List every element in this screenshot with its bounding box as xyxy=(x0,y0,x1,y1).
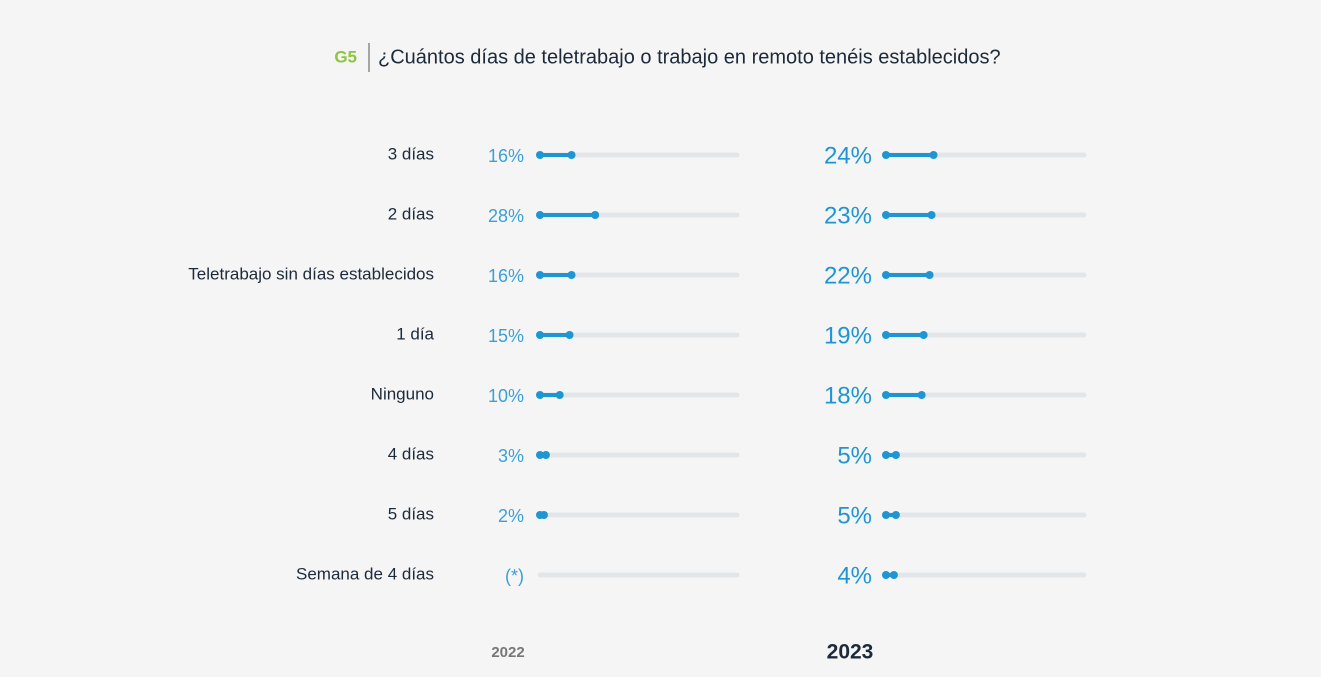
value-label: 18% xyxy=(824,382,872,409)
value-label: 5% xyxy=(837,442,872,469)
bar-start xyxy=(536,211,544,219)
chart-label: G5 xyxy=(334,47,357,66)
value-label: 3% xyxy=(498,446,524,466)
value-label: 5% xyxy=(837,502,872,529)
bar-start xyxy=(882,511,890,519)
bar-start xyxy=(536,271,544,279)
chart-title: ¿Cuántos días de teletrabajo o trabajo e… xyxy=(378,46,1001,68)
bar-end xyxy=(567,271,576,279)
value-label: 16% xyxy=(488,146,524,166)
value-label: (*) xyxy=(505,566,524,586)
category-label: 1 día xyxy=(396,324,434,343)
bar-end xyxy=(917,391,926,399)
value-label: 15% xyxy=(488,326,524,346)
bar-end xyxy=(567,151,576,159)
category-label: Teletrabajo sin días establecidos xyxy=(188,264,434,283)
bar-start xyxy=(536,451,544,459)
category-label: 3 días xyxy=(388,144,434,163)
bar-end xyxy=(929,151,938,159)
bar-end xyxy=(555,391,564,399)
category-label: Ninguno xyxy=(371,384,434,403)
bar-end xyxy=(889,571,898,579)
value-label: 4% xyxy=(837,562,872,589)
value-label: 22% xyxy=(824,262,872,289)
bar-end xyxy=(541,451,550,459)
bar-end xyxy=(565,331,574,339)
bar-start xyxy=(536,331,544,339)
bar-start xyxy=(882,451,890,459)
value-label: 23% xyxy=(824,202,872,229)
bar-start xyxy=(536,151,544,159)
bar-start xyxy=(882,571,890,579)
bar-end xyxy=(891,451,900,459)
legend-label: 2023 xyxy=(827,641,874,664)
category-label: Semana de 4 días xyxy=(296,564,434,583)
bar-end xyxy=(539,511,548,519)
category-label: 5 días xyxy=(388,504,434,523)
category-label: 4 días xyxy=(388,444,434,463)
bar-end xyxy=(891,511,900,519)
bar-end xyxy=(919,331,928,339)
bar-start xyxy=(882,271,890,279)
bar-start xyxy=(882,151,890,159)
bar-end xyxy=(925,271,934,279)
bar-end xyxy=(591,211,600,219)
value-label: 24% xyxy=(824,142,872,169)
bar-start xyxy=(882,211,890,219)
bar-start xyxy=(882,331,890,339)
value-label: 16% xyxy=(488,266,524,286)
value-label: 28% xyxy=(488,206,524,226)
bar-start xyxy=(882,391,890,399)
bar-start xyxy=(536,391,544,399)
bar-end xyxy=(927,211,936,219)
value-label: 10% xyxy=(488,386,524,406)
legend-label: 2022 xyxy=(491,644,524,661)
value-label: 2% xyxy=(498,506,524,526)
category-label: 2 días xyxy=(388,204,434,223)
value-label: 19% xyxy=(824,322,872,349)
